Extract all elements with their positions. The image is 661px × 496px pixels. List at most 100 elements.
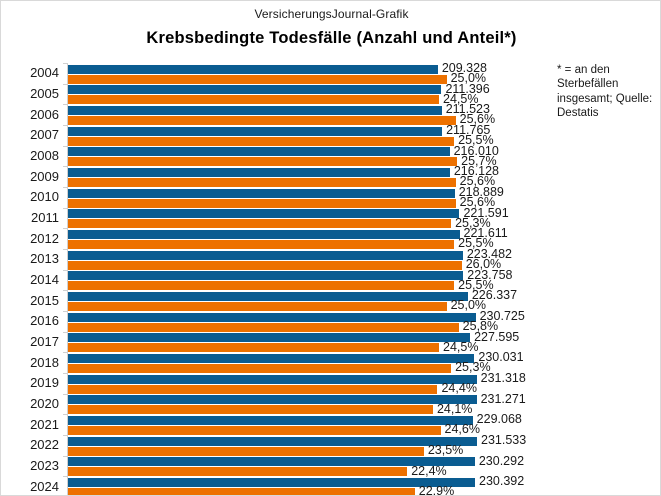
axis-tick bbox=[63, 332, 67, 333]
bar-value-label-count: 230.292 bbox=[478, 453, 525, 468]
axis-tick bbox=[63, 290, 67, 291]
axis-label-year: 2005 bbox=[30, 86, 59, 101]
axis-label-year: 2019 bbox=[30, 375, 59, 391]
axis-tick bbox=[63, 352, 67, 353]
bar-count bbox=[68, 457, 475, 467]
bar-count bbox=[68, 477, 476, 487]
bar-value-label-share: 25,8% bbox=[462, 319, 499, 333]
axis-label-year: 2008 bbox=[30, 148, 59, 163]
bar-value-label-share: 22,4% bbox=[411, 463, 447, 478]
bar-share bbox=[68, 384, 438, 394]
bar-count bbox=[68, 312, 476, 322]
bar-share bbox=[68, 136, 455, 146]
bar-value-label-share: 26,0% bbox=[465, 257, 502, 271]
bar-value-label-share: 25,5% bbox=[458, 277, 494, 292]
axis-tick bbox=[63, 414, 67, 415]
bar-count bbox=[68, 415, 473, 425]
axis-label-year: 2011 bbox=[31, 210, 59, 225]
axis-label-year: 2010 bbox=[30, 189, 59, 205]
bar-value-label-share: 25,5% bbox=[458, 133, 494, 147]
axis-tick bbox=[63, 104, 67, 105]
bar-share bbox=[68, 157, 458, 167]
bar-count bbox=[68, 291, 468, 301]
bar-value-label-share: 24,4% bbox=[441, 381, 477, 395]
bar-value-label-share: 24,5% bbox=[443, 339, 479, 354]
bar-count bbox=[68, 250, 463, 260]
bar-count bbox=[68, 85, 442, 95]
axis-tick bbox=[63, 249, 67, 250]
axis-tick bbox=[63, 146, 67, 147]
bar-value-label-count: 216.128 bbox=[453, 164, 499, 179]
bar-share bbox=[68, 239, 455, 249]
bar-value-label-share: 25,3% bbox=[455, 360, 491, 375]
bar-value-label-share: 24,6% bbox=[444, 422, 480, 437]
bar-value-label-count: 230.031 bbox=[478, 350, 524, 365]
bar-value-label-share: 25,0% bbox=[450, 298, 487, 313]
chart-footnote: * = an den Sterbefällen insgesamt; Quell… bbox=[557, 64, 653, 120]
bar-value-label-count: 227.595 bbox=[474, 329, 520, 344]
bar-count bbox=[68, 395, 477, 405]
axis-label-year: 2016 bbox=[30, 313, 59, 329]
bar-value-label-count: 230.392 bbox=[479, 474, 525, 489]
bar-value-label-share: 25,7% bbox=[461, 153, 497, 168]
bar-share bbox=[68, 177, 456, 187]
bar-share bbox=[68, 260, 462, 270]
bar-count bbox=[68, 147, 450, 157]
bar-value-label-share: 25,6% bbox=[459, 195, 496, 209]
axis-label-year: 2009 bbox=[30, 168, 59, 184]
bar-value-label-count: 223.482 bbox=[466, 247, 512, 261]
bar-value-label-count: 211.396 bbox=[445, 81, 490, 96]
axis-tick bbox=[63, 435, 67, 436]
axis-label-year: 2006 bbox=[30, 106, 59, 122]
bar-share bbox=[68, 446, 424, 456]
axis-tick bbox=[63, 311, 67, 312]
bar-value-label-count: 230.725 bbox=[479, 309, 525, 323]
bar-count bbox=[68, 353, 475, 363]
bar-value-label-count: 211.523 bbox=[445, 102, 490, 117]
bar-count bbox=[68, 105, 442, 115]
bar-value-label-count: 221.591 bbox=[463, 205, 509, 220]
bar-value-label-share: 24,1% bbox=[436, 401, 473, 416]
bar-count bbox=[68, 209, 460, 219]
bar-value-label-count: 231.271 bbox=[480, 391, 526, 406]
bar-value-label-share: 25,6% bbox=[459, 112, 496, 127]
bar-count bbox=[68, 126, 443, 136]
bar-value-label-count: 231.318 bbox=[480, 371, 526, 385]
axis-tick bbox=[63, 187, 67, 188]
bar-share bbox=[68, 74, 447, 84]
bar-value-label-share: 25,5% bbox=[458, 236, 494, 251]
axis-label-year: 2022 bbox=[30, 437, 59, 453]
bar-value-label-share: 24,5% bbox=[443, 91, 479, 106]
bar-value-label-share: 22,9% bbox=[418, 484, 455, 496]
bar-share bbox=[68, 219, 452, 229]
axis-label-year: 2017 bbox=[30, 334, 59, 349]
bar-value-label-count: 216.010 bbox=[453, 143, 499, 158]
bar-share bbox=[68, 281, 455, 291]
bar-share bbox=[68, 405, 433, 415]
bar-share bbox=[68, 115, 456, 125]
bar-value-label-count: 209.328 bbox=[441, 61, 487, 75]
axis-label-year: 2012 bbox=[30, 230, 59, 246]
axis-label-year: 2021 bbox=[30, 416, 59, 432]
bar-value-label-count: 231.533 bbox=[481, 433, 527, 447]
bar-value-label-share: 25,6% bbox=[459, 174, 496, 189]
bar-share bbox=[68, 343, 439, 353]
axis-tick bbox=[63, 270, 67, 271]
axis-label-year: 2015 bbox=[30, 292, 59, 308]
bar-count bbox=[68, 374, 477, 384]
axis-tick bbox=[63, 476, 67, 477]
bar-count bbox=[68, 167, 450, 177]
bar-value-label-count: 221.611 bbox=[463, 226, 508, 241]
bar-share bbox=[68, 301, 447, 311]
axis-label-year: 2013 bbox=[30, 251, 59, 267]
bar-share bbox=[68, 322, 459, 332]
axis-label-year: 2014 bbox=[30, 272, 59, 287]
axis-label-year: 2023 bbox=[30, 458, 59, 473]
axis-tick bbox=[63, 125, 67, 126]
bar-value-label-count: 218.889 bbox=[458, 185, 504, 199]
bar-value-label-count: 223.758 bbox=[467, 267, 513, 282]
bar-value-label-share: 25,3% bbox=[455, 215, 491, 230]
chart-source-line: VersicherungsJournal-Grafik bbox=[254, 7, 409, 21]
bar-value-label-count: 226.337 bbox=[471, 288, 518, 303]
